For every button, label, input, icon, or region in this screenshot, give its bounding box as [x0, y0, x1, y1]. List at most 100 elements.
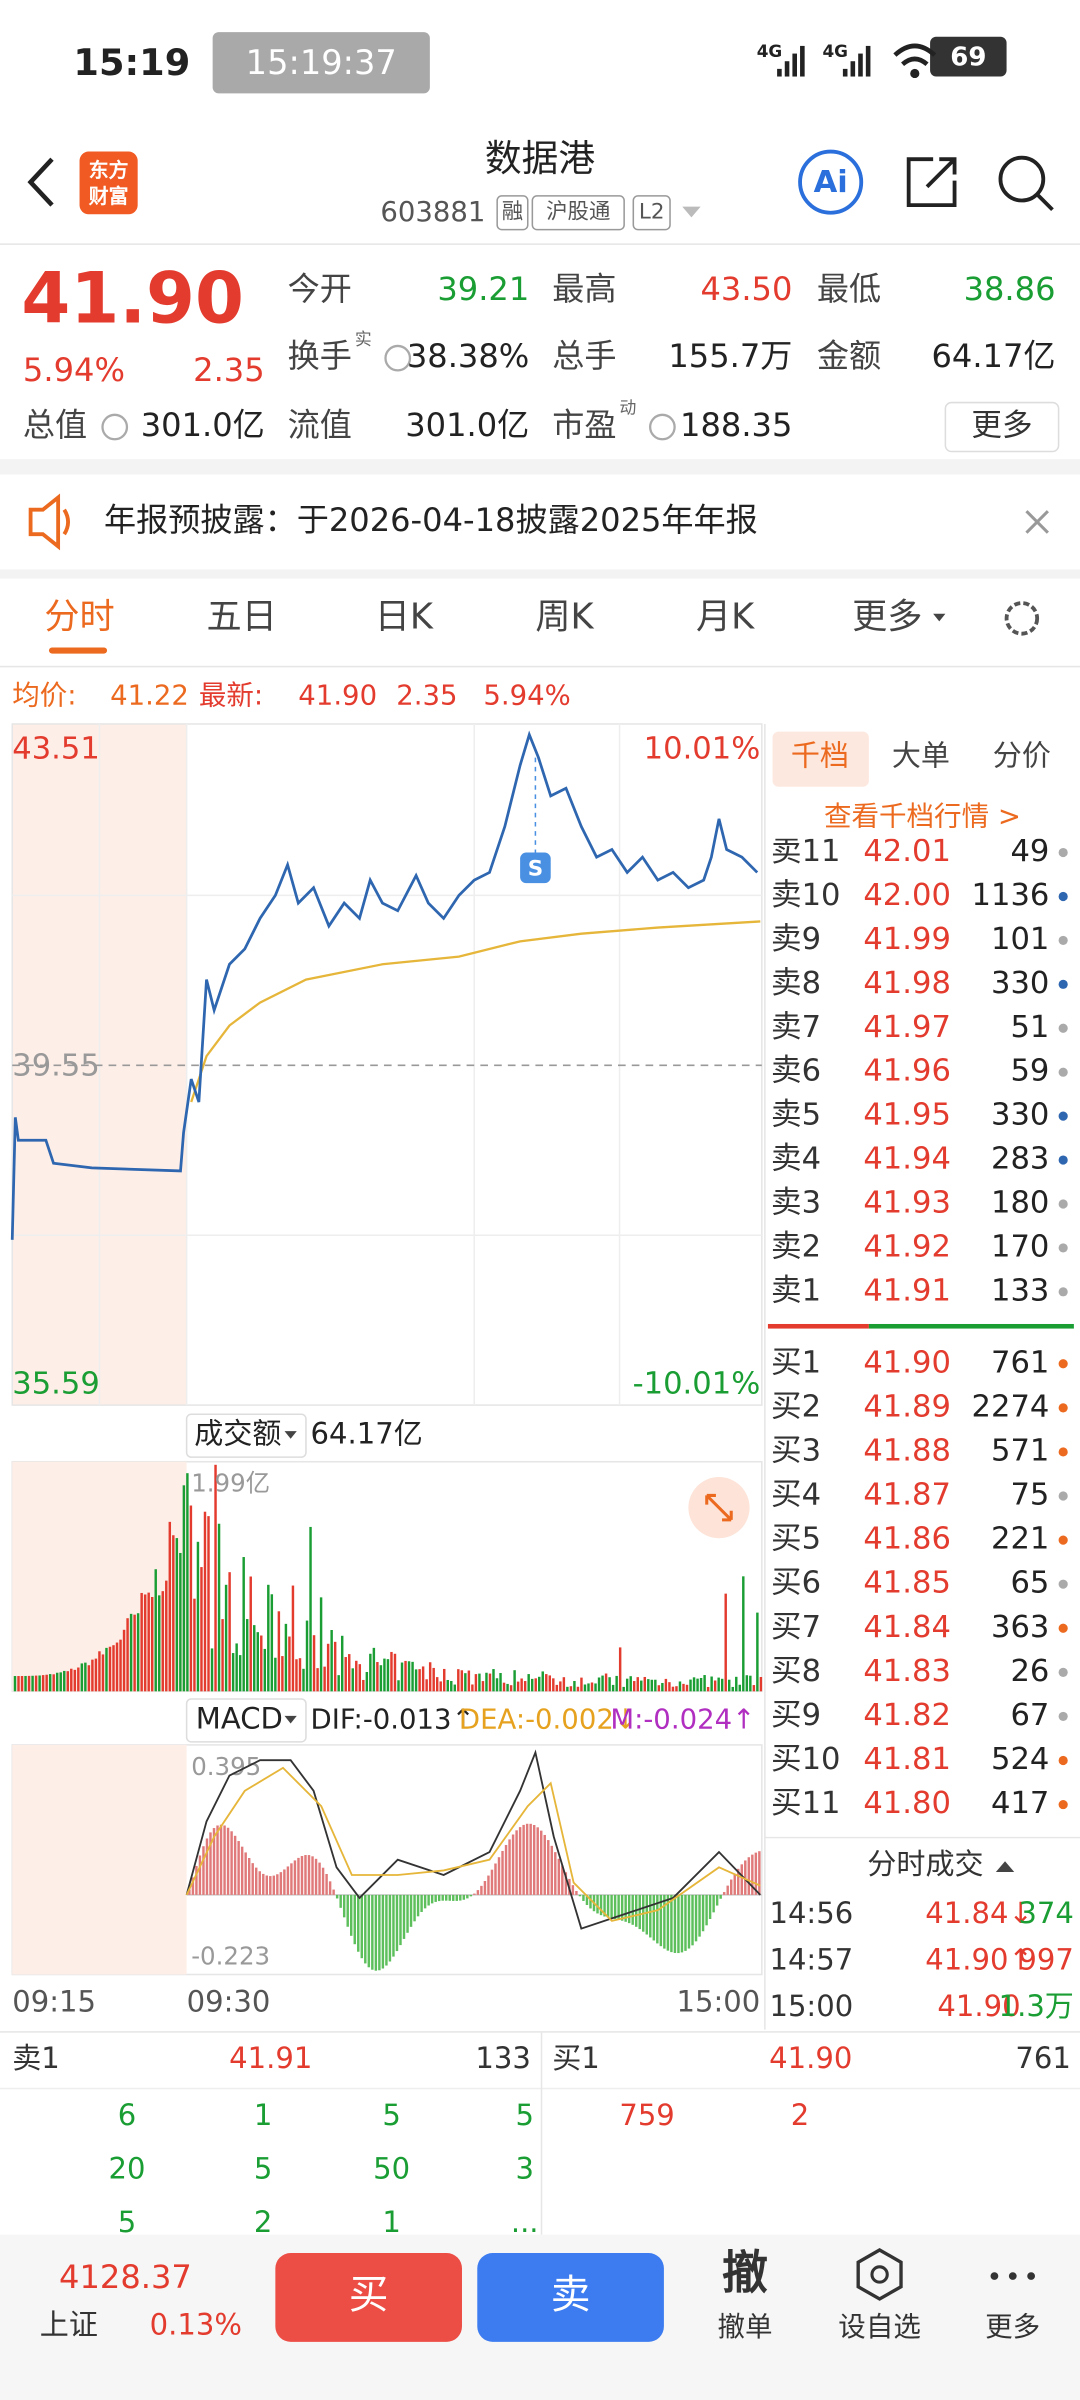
sell-label: 卖 [551, 2272, 591, 2318]
divider [0, 665, 1080, 668]
book-volume: 761 [991, 1345, 1049, 1380]
book-price: 41.99 [863, 922, 951, 957]
volume-bar-shape [657, 1685, 661, 1692]
macd-bar-shape [272, 1875, 276, 1895]
macd-bar-shape [223, 1825, 226, 1895]
index-value: 4128.37 [59, 2258, 192, 2296]
pct-top: 10.01% [644, 731, 761, 766]
volume-bar-shape [158, 1595, 161, 1692]
macd-bar-shape [262, 1873, 265, 1895]
macd-bar-shape [684, 1894, 687, 1951]
volume-bar-shape [108, 1646, 112, 1692]
volume-bar-shape [330, 1630, 333, 1692]
book-tab-active [772, 731, 869, 787]
trade-price: 41.90 [937, 1989, 1020, 2023]
buy-button[interactable] [275, 2253, 462, 2342]
macd-bar-shape [652, 1894, 656, 1941]
ai-button[interactable] [798, 149, 864, 215]
share-button[interactable] [906, 157, 957, 208]
search-button[interactable] [998, 155, 1046, 203]
book-dot [1058, 1023, 1068, 1033]
volume-bar-shape [27, 1675, 31, 1692]
volume-bar-shape [126, 1618, 129, 1692]
macd-bar-shape [406, 1894, 409, 1933]
book-volume: 2274 [972, 1389, 1050, 1424]
volume-bar-shape [720, 1678, 724, 1692]
network-label: 4G [822, 41, 848, 61]
volume-bar-shape [552, 1678, 555, 1692]
watch-icon[interactable] [856, 2248, 903, 2301]
macd-bar-shape [258, 1871, 261, 1895]
volume-bar-shape [143, 1594, 147, 1692]
volume-bar-shape [492, 1669, 495, 1692]
macd-bar-shape [729, 1879, 733, 1895]
macd-bar-shape [409, 1894, 413, 1927]
settings-button[interactable] [1004, 601, 1040, 636]
macd-bar-shape [233, 1835, 237, 1895]
book-dot [1058, 1359, 1068, 1369]
field-label: 流值 [288, 406, 352, 444]
divider [0, 459, 1080, 475]
macd-bar-shape [617, 1894, 620, 1920]
close-notice[interactable] [1025, 510, 1049, 534]
macd-bar-shape [191, 1877, 195, 1895]
expand-icon [705, 1493, 733, 1522]
volume-bar-shape [281, 1656, 284, 1692]
back-button[interactable] [27, 157, 54, 207]
info-change: 2.35 [396, 679, 457, 711]
book-dot [1058, 1199, 1068, 1209]
field-sup: 动 [620, 398, 637, 418]
macd-bar-shape [610, 1894, 613, 1919]
volume-bar-shape [98, 1651, 101, 1692]
stock-code: 603881 [380, 196, 485, 228]
sell-button[interactable] [477, 2253, 664, 2342]
macd-bar-shape [360, 1894, 364, 1959]
queue-order: 3 [515, 2151, 533, 2185]
book-volume: 283 [991, 1142, 1049, 1177]
field-label: 今开 [288, 270, 352, 308]
dropdown-arrow [682, 206, 701, 218]
volume-bar-shape [759, 1676, 763, 1692]
volume-bar-shape [284, 1623, 288, 1692]
info-last-label: 最新: [199, 679, 263, 711]
macd-bar-shape [205, 1838, 209, 1895]
volume-bar-shape [724, 1593, 727, 1692]
volume-bar-shape [573, 1680, 576, 1692]
macd-bar-shape [423, 1894, 427, 1909]
volume-bar-shape [548, 1675, 552, 1692]
clock-box [212, 32, 430, 94]
volume-bar-shape [749, 1675, 752, 1692]
volume-bar-shape [678, 1681, 682, 1692]
volume-bar-shape [467, 1670, 471, 1692]
macd-bar-shape [441, 1894, 444, 1901]
more-button[interactable] [944, 401, 1060, 453]
book-dot [1058, 891, 1068, 902]
y-mid: 39.55 [12, 1048, 100, 1083]
volume-bar-shape [713, 1680, 717, 1692]
book-price: 41.89 [863, 1389, 951, 1424]
queue-price: 41.90 [769, 2041, 852, 2075]
book-volume: 330 [991, 966, 1049, 1001]
macd-bar-shape [508, 1839, 511, 1895]
ask-bar [767, 1323, 869, 1329]
field-value: 39.21 [437, 270, 529, 308]
macd-bar-shape [715, 1894, 719, 1906]
volume-bar-shape [249, 1576, 252, 1692]
stock-name: 数据港 [485, 137, 595, 180]
volume-bar-shape [186, 1473, 189, 1692]
volume-bar-shape [404, 1660, 407, 1692]
macd-bar-shape [501, 1850, 504, 1895]
macd-bar-shape [691, 1894, 694, 1946]
tab-dropdown [933, 613, 946, 622]
volume-selector [185, 1413, 307, 1458]
volume-bar-shape [457, 1669, 460, 1692]
macd-bar-shape [529, 1823, 532, 1895]
volume-bar-shape [38, 1675, 41, 1692]
volume-bar-shape [73, 1669, 77, 1692]
last-price: 41.90 [21, 258, 244, 340]
macd-bar-shape [656, 1894, 659, 1944]
macd-bar-shape [342, 1894, 346, 1918]
macd-bar-shape [575, 1890, 578, 1895]
volume-bar-shape [112, 1645, 115, 1692]
macd-bar-shape [402, 1894, 406, 1939]
